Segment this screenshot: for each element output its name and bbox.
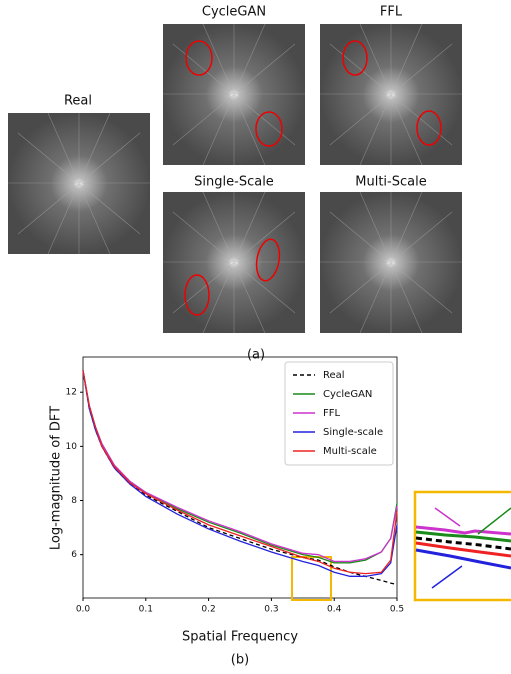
legend-label: Multi-scale: [323, 446, 377, 457]
x-tick-label: 0.4: [327, 605, 342, 615]
page: {"panel_a": {"labels": ["Real", "CycleGA…: [0, 0, 511, 674]
spectrum-image: [8, 113, 150, 254]
x-tick-label: 0.1: [139, 605, 153, 615]
x-tick-label: 0.2: [201, 605, 215, 615]
image-label: Multi-Scale: [355, 175, 426, 190]
y-tick-label: 8: [71, 496, 77, 506]
legend-label: Single-scale: [323, 427, 383, 438]
spectrum-image: [320, 24, 462, 165]
y-axis-label: Log-magnitude of DFT: [49, 406, 64, 550]
y-tick-label: 6: [71, 550, 77, 560]
legend-label: FFL: [323, 408, 341, 419]
image-label: Single-Scale: [194, 175, 274, 190]
x-axis-label: Spatial Frequency: [182, 630, 298, 645]
x-tick-label: 0.3: [264, 605, 278, 615]
spectrum-image: [320, 192, 462, 333]
zoom-inset: [415, 492, 511, 600]
x-tick-label: 0.5: [390, 605, 404, 615]
caption: (a): [247, 348, 265, 363]
spectrum-image: [163, 24, 305, 165]
image-label: Real: [64, 94, 92, 109]
y-tick-label: 10: [66, 442, 78, 452]
spectrum-image: [163, 192, 305, 333]
x-tick-label: 0.0: [76, 605, 91, 615]
caption: (b): [231, 653, 249, 668]
image-label: FFL: [380, 5, 403, 20]
y-tick-label: 12: [66, 388, 77, 398]
image-label: CycleGAN: [202, 5, 266, 20]
figure: Real CycleGAN FFL Single-Scale Multi-Sca…: [0, 0, 511, 674]
legend-label: Real: [323, 370, 345, 381]
legend-label: CycleGAN: [323, 389, 372, 400]
